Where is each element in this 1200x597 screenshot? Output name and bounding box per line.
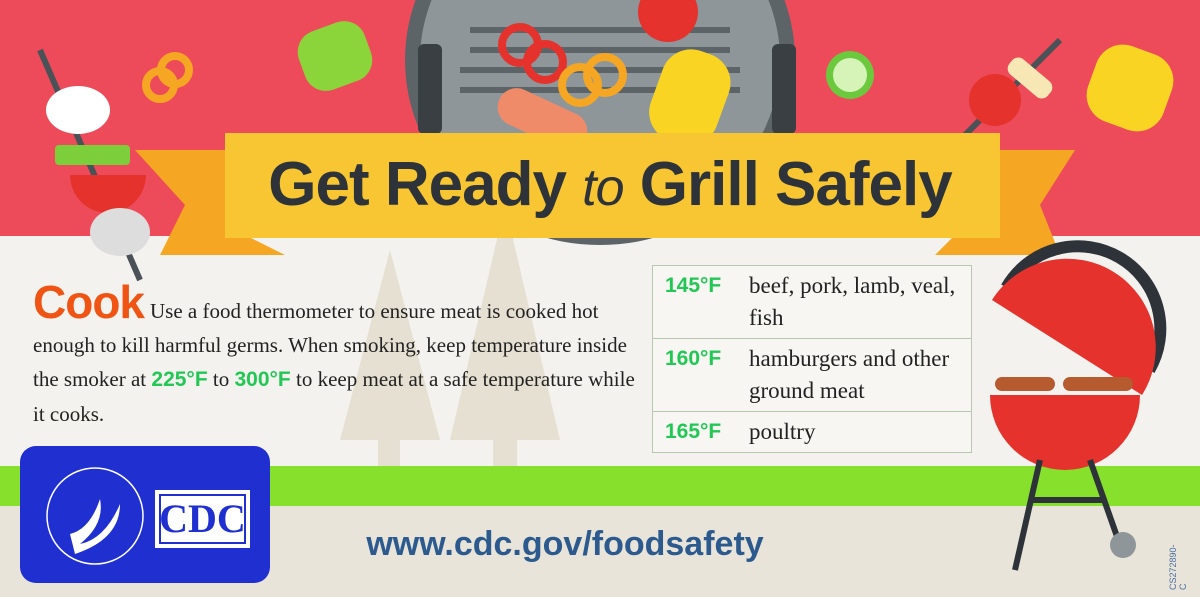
temp-value: 145°F — [665, 274, 722, 297]
cook-paragraph: Cook Use a food thermometer to ensure mea… — [33, 279, 648, 431]
temperature-table: 145°F beef, pork, lamb, veal, fish 160°F h… — [652, 265, 972, 453]
tomato-icon — [638, 0, 698, 42]
green-pepper-icon — [297, 21, 373, 91]
banner-ribbon — [135, 133, 1075, 255]
corn-icon — [649, 49, 731, 146]
pepper-rings-icon — [142, 23, 627, 107]
tree-icon — [450, 205, 560, 466]
kettle-grill-icon — [990, 240, 1167, 571]
table-row: 165°F poultry — [653, 412, 971, 452]
table-row: 145°F beef, pork, lamb, veal, fish — [653, 266, 971, 339]
smoker-temp-high: 300°F — [234, 368, 291, 391]
publication-code: CS272890-C — [1168, 544, 1188, 590]
temp-value: 165°F — [665, 420, 722, 443]
smoker-temp-low: 225°F — [151, 368, 208, 391]
cook-text: to keep meat at a safe temperature while… — [33, 367, 635, 426]
food-label: hamburgers and other ground meat — [749, 346, 950, 403]
title-part: Grill Safely — [639, 150, 953, 219]
food-label: poultry — [749, 419, 816, 444]
cook-text: Use a food thermometer to ensure meat is… — [33, 299, 627, 391]
table-row: 160°F hamburgers and other ground meat — [653, 339, 971, 412]
title-part: to — [582, 159, 624, 217]
right-skewer-icon — [957, 37, 1063, 143]
tree-icon — [340, 250, 440, 466]
food-label: beef, pork, lamb, veal, fish — [749, 273, 956, 330]
cdc-logo: CDC — [155, 490, 250, 548]
hhs-seal-icon — [46, 467, 144, 565]
cook-text: to — [212, 367, 230, 391]
left-skewer-icon — [37, 48, 150, 282]
title-part: Get Ready — [268, 150, 567, 219]
cucumber-icon — [826, 51, 874, 99]
yellow-pepper-icon — [1086, 44, 1174, 132]
temp-value: 160°F — [665, 347, 722, 370]
page-title: Get Ready to Grill Safely — [230, 140, 990, 230]
cook-heading: Cook — [33, 276, 145, 328]
website-link[interactable]: www.cdc.gov/foodsafety — [366, 525, 764, 563]
